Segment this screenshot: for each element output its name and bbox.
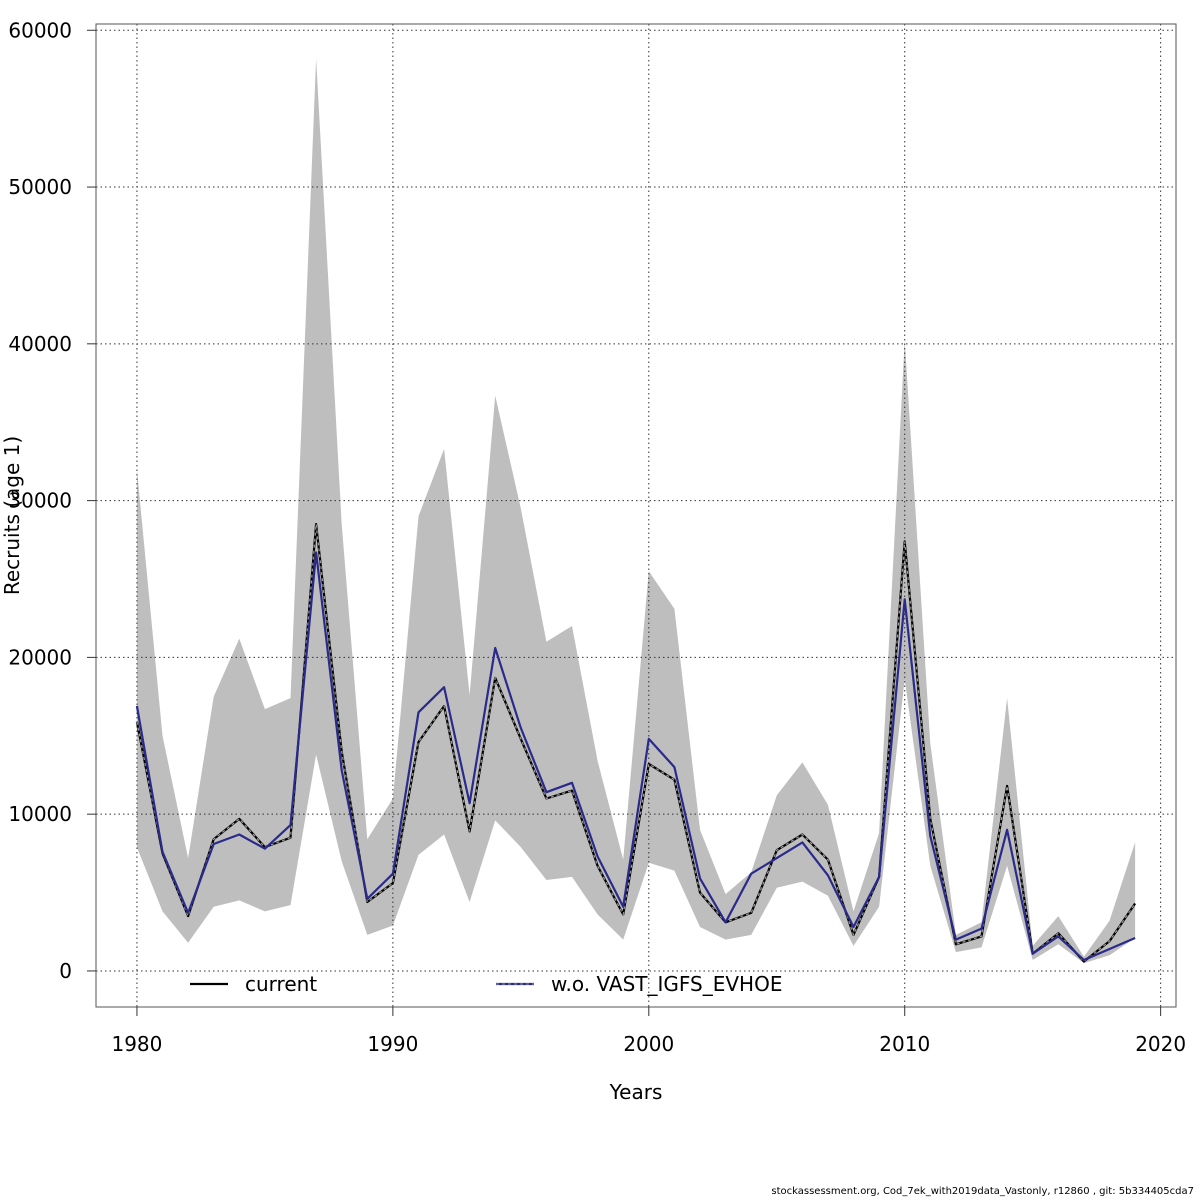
series-line-current-dashes	[136, 524, 1136, 963]
legend: current w.o. VAST_IGFS_EVHOE	[190, 972, 782, 996]
x-tick-label: 2000	[623, 1032, 674, 1056]
x-tick-label: 2010	[879, 1032, 930, 1056]
y-axis-title: Recruits (age 1)	[0, 436, 24, 595]
confidence-band-layer	[136, 58, 1136, 964]
y-tick-label: 50000	[8, 175, 72, 199]
footer-caption: stockassessment.org, Cod_7ek_with2019dat…	[771, 1186, 1194, 1197]
plot-frame	[95, 23, 1177, 1008]
series-line-w-o-vast	[135, 551, 1136, 962]
grid-layer	[96, 24, 1176, 1007]
y-tick-label: 40000	[8, 332, 72, 356]
x-axis-title: Years	[609, 1080, 663, 1104]
x-tick-label: 1990	[367, 1032, 418, 1056]
axes-layer: 1980 1990 2000 2010 2020 0 10000 20000 30000 4000…	[8, 18, 1186, 1056]
legend-label-w-o-vast: w.o. VAST_IGFS_EVHOE	[551, 972, 782, 996]
y-tick-label: 20000	[8, 645, 72, 669]
y-tick-label: 60000	[8, 18, 72, 42]
legend-label-current: current	[245, 972, 317, 996]
x-tick-label: 1980	[111, 1032, 162, 1056]
series-layer	[135, 522, 1137, 963]
x-tick-label: 2020	[1135, 1032, 1186, 1056]
y-tick-label: 30000	[8, 489, 72, 513]
y-tick-label: 0	[59, 959, 72, 983]
confidence-band	[136, 58, 1136, 964]
y-tick-label: 10000	[8, 802, 72, 826]
